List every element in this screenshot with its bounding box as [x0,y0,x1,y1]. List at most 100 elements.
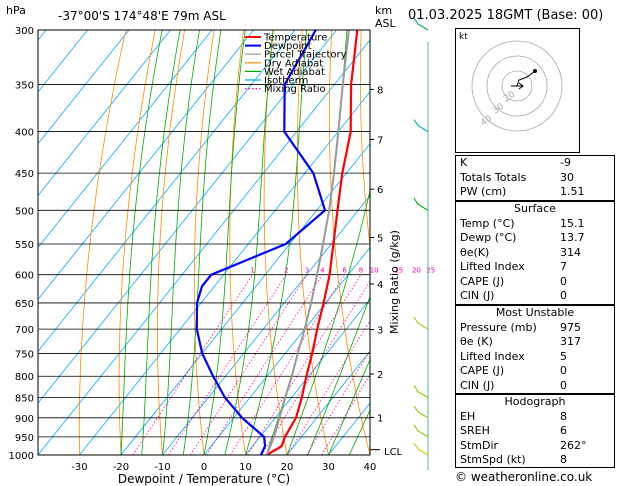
pressure-tick-label: 300 [15,26,34,37]
most-unstable-title: Most Unstable [495,306,575,319]
isotherm-line [78,91,370,455]
isotherm-line [38,30,130,145]
isotherm-line [286,350,370,455]
most-unstable-box: Most Unstable Pressure (mb) 975 θe (K) 317… [455,305,615,394]
mixing-ratio-line [168,274,287,455]
mixing-ratio-line [247,274,362,455]
dry-adiabat-line [118,30,156,455]
legend-item-label: Parcel Trajectory [264,50,347,61]
mixing-ratio-line [261,280,370,455]
wind-barb-icon [413,442,429,456]
wind-barb-icon [413,119,429,133]
temperature-tick-label: 0 [201,462,207,473]
copyright-footer: © weatheronline.co.uk [455,470,593,484]
temperature-tick-label: 10 [239,462,252,473]
table-row: CAPE (J) 0 [460,364,567,377]
mixing-ratio-tick-label: 3 [305,267,309,275]
table-row: PW (cm) 1.51 [460,185,585,198]
pressure-tick-label: 550 [15,240,34,251]
table-row: StmSpd (kt) 8 [460,453,567,466]
table-row: Pressure (mb) 975 [460,320,581,334]
pressure-tick-label: 500 [15,206,34,217]
mixing-ratio-tick-label: 20 [412,267,421,275]
location-title: -37°00'S 174°48'E 79m ASL [58,9,226,23]
hodograph-table-title: Hodograph [504,395,566,408]
wind-barbs [413,17,429,470]
wind-barb-icon [413,424,429,438]
mixing-ratio-tick-label: 6 [342,267,347,275]
temperature-tick-label: -20 [113,462,129,473]
pressure-tick-label: 850 [15,394,34,405]
mixing-ratio-line [206,274,323,455]
isotherm-line [38,30,255,300]
temperature-tick-label: 40 [364,462,377,473]
wind-barb-icon [413,385,429,399]
wind-barb-icon [413,316,429,330]
dry-adiabat-line [420,18,440,455]
km-tick-label: 6 [377,185,383,196]
legend-item-label: Isotherm [264,76,308,87]
km-tick-label: 7 [377,135,383,146]
hodograph-trace [516,70,536,87]
isotherm-line [38,30,213,249]
table-row: K -9 [460,156,571,169]
legend-item-label: Dewpoint [264,41,312,52]
mixing-ratio-tick-label: 10 [370,267,379,275]
dry-adiabat-line [156,30,186,455]
dry-adiabat-line [229,30,246,455]
surface-title: Surface [514,202,556,215]
table-row: Temp (°C) 15.1 [460,216,585,230]
dry-adiabat-line [193,30,215,455]
table-row: CIN (J) 0 [460,378,567,392]
isotherm-line [38,30,172,197]
pressure-tick-label: 900 [15,414,34,425]
table-row: Lifted Index 7 [460,260,567,273]
hodograph-end-dot [533,69,537,73]
table-row: Dewp (°C) 13.7 [460,231,585,244]
isotherm-line [203,246,370,455]
mixing-ratio-tick-label: 2 [284,267,288,275]
dry-adiabat-line [78,30,127,455]
isotherm-line [38,39,370,455]
legend-item-label: Wet Adiabat [264,67,325,78]
isotherm-line [398,18,440,472]
asl-label: ASL [375,17,397,30]
table-row: Lifted Index 5 [460,349,567,363]
temperature-tick-label: 20 [281,462,294,473]
table-row: SREH 6 [460,424,567,437]
wet-adiabat-line [245,30,308,455]
wet-adiabat-line [328,358,370,455]
mixing-ratio-line [132,274,253,455]
km-tick-label: 1 [377,413,383,424]
pressure-tick-label: 650 [15,299,34,310]
dry-adiabat-line [359,30,370,250]
pressure-tick-label: 950 [15,433,34,444]
wet-adiabat-line [307,295,370,455]
table-row: StmDir 262° [460,438,587,452]
pressure-tick-label: 350 [15,80,34,91]
wet-adiabat-line [286,188,370,455]
km-tick-label: 5 [377,233,383,244]
pressure-tick-label: 800 [15,372,34,383]
skewt-chart: 1 2 3 4 6 8 10 15 20 2530035040045050055060065070… [6,4,440,486]
dry-adiabat-line [296,30,329,455]
pressure-tick-label: 1000 [9,451,34,462]
mixing-ratio-line [321,373,370,455]
mixing-ratio-tick-label: 4 [320,267,325,275]
lcl-label: LCL [384,447,403,458]
legend-item-label: Mixing Ratio [264,84,326,95]
isotherm-line [161,194,370,455]
km-tick-label: 2 [377,370,383,381]
pressure-tick-label: 600 [15,271,34,282]
pressure-tick-label: 450 [15,169,34,180]
km-tick-label: 4 [377,280,383,291]
pressure-tick-label: 700 [15,325,34,336]
table-row: EH 8 [460,409,567,423]
surface-box: Surface Temp (°C) 15.1 Dewp (°C) 13.7 θe(K… [455,201,615,305]
table-row: Totals Totals 30 [460,170,574,184]
mixing-ratio-tick-label: 25 [426,267,435,275]
temperature-tick-label: 30 [322,462,335,473]
dewpoint-profile [195,30,327,455]
parcel-trajectory-profile [265,30,350,455]
wind-barb-icon [413,405,429,419]
